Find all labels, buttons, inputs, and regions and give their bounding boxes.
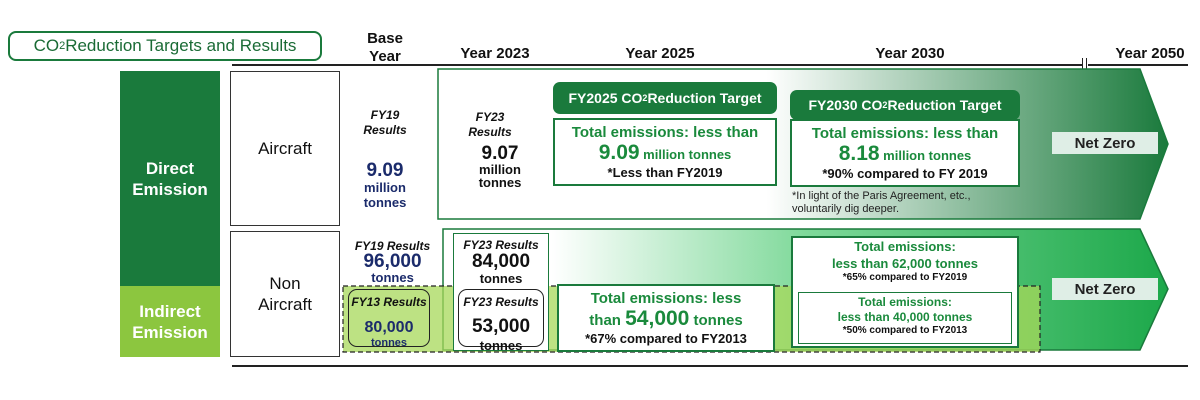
non-aircraft-fy23a-label: FY23 Results	[463, 238, 539, 252]
non-aircraft-2030-target-b: Total emissions: less than 40,000 tonnes…	[798, 292, 1012, 344]
indirect-emission-bar: Indirect Emission	[120, 286, 220, 357]
row-label-aircraft: Aircraft	[230, 71, 340, 226]
aircraft-fy19-unit: million tonnes	[363, 180, 407, 210]
non-aircraft-2030-target-a: Total emissions: less than 62,000 tonnes…	[832, 239, 978, 283]
aircraft-2030-target-tab: FY2030 CO 2 Reduction Target	[790, 90, 1020, 120]
top-rule-left	[232, 64, 1082, 66]
direct-emission-bar: Direct Emission	[120, 71, 220, 286]
non-aircraft-fy23a-value: 84,000	[471, 251, 531, 272]
header-year-2023: Year 2023	[460, 45, 530, 62]
aircraft-fy23-label: FY23 Results	[468, 110, 512, 139]
aircraft-fy19-label: FY19 Results	[363, 108, 407, 137]
non-aircraft-fy19-label: FY19 Results	[354, 239, 431, 253]
bottom-rule	[232, 365, 1188, 367]
header-year-2050: Year 2050	[1115, 45, 1185, 62]
non-aircraft-fy13-box: FY13 Results 80,000 tonnes	[348, 289, 430, 349]
aircraft-2025-target-tab: FY2025 CO 2 Reduction Target	[553, 82, 777, 114]
aircraft-fy23-unit: million tonnes	[478, 162, 522, 190]
row-label-non-aircraft: Non Aircraft	[230, 231, 340, 357]
header-year-2030: Year 2030	[875, 45, 945, 62]
header-base-year: Base Year	[367, 30, 403, 65]
aircraft-fy23-value: 9.07	[481, 143, 519, 164]
non-aircraft-fy23b-box: FY23 Results 53,000 tonnes	[458, 289, 544, 353]
axis-break-mark	[1082, 58, 1087, 70]
non-aircraft-fy19-value: 96,000	[363, 251, 422, 272]
paris-agreement-note: *In light of the Paris Agreement, etc., v…	[792, 190, 971, 215]
non-aircraft-net-zero: Net Zero	[1052, 278, 1158, 300]
aircraft-net-zero: Net Zero	[1052, 132, 1158, 154]
aircraft-fy19-value: 9.09	[366, 160, 404, 181]
diagram-title: CO 2 Reduction Targets and Results	[8, 31, 322, 61]
aircraft-2025-target-box: Total emissions: less than 9.09 million …	[553, 118, 777, 186]
non-aircraft-2025-target-box: Total emissions: less than 54,000 tonnes…	[557, 284, 775, 352]
non-aircraft-fy23a-unit: tonnes	[479, 271, 523, 286]
aircraft-2030-target-box: Total emissions: less than 8.18 million …	[790, 119, 1020, 187]
non-aircraft-fy19-unit: tonnes	[371, 270, 414, 285]
top-rule-right	[1088, 64, 1188, 66]
header-year-2025: Year 2025	[625, 45, 695, 62]
